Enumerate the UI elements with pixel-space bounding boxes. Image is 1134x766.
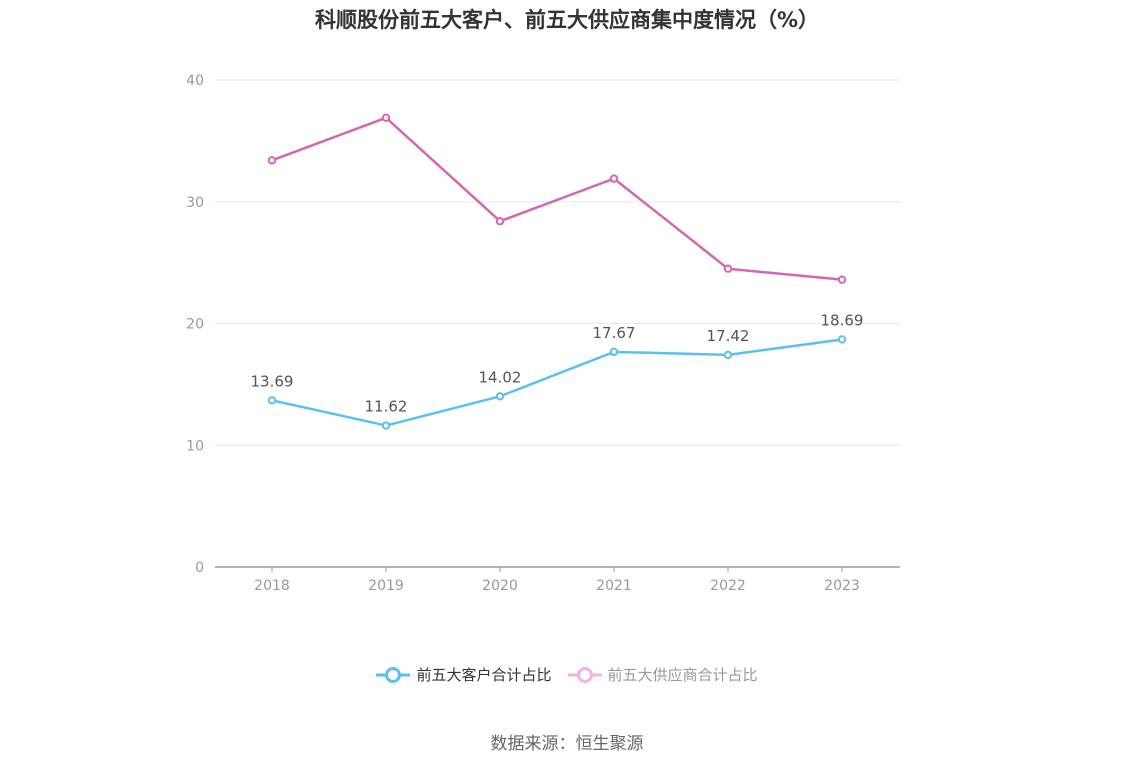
data-point-suppliers — [381, 113, 391, 122]
series-line-customers — [271, 338, 843, 427]
data-point-suppliers — [495, 217, 505, 226]
data-point-suppliers — [609, 174, 619, 183]
data-point-customers — [381, 421, 391, 430]
data-label-customers: 17.42 — [707, 327, 750, 345]
legend-item-suppliers[interactable]: 前五大供应商合计占比 — [567, 664, 758, 685]
data-point-customers — [495, 392, 505, 401]
legend-marker-customers-icon — [376, 666, 411, 683]
x-tick-label: 2019 — [368, 578, 404, 594]
x-tick-label: 2020 — [482, 578, 518, 594]
data-label-customers: 17.67 — [593, 324, 636, 342]
series-lines: 13.69 11.62 14.02 17.67 17.42 18.69 — [251, 113, 864, 430]
data-point-suppliers — [267, 156, 277, 165]
data-source: 数据来源：恒生聚源 — [490, 734, 644, 754]
legend-label-customers: 前五大客户合计占比 — [416, 666, 552, 684]
x-tick-label: 2022 — [710, 578, 746, 594]
chart-title: 科顺股份前五大客户、前五大供应商集中度情况（%） — [314, 8, 820, 32]
data-label-customers: 18.69 — [821, 311, 864, 329]
data-label-customers: 13.69 — [251, 372, 294, 390]
data-point-suppliers — [723, 264, 733, 273]
data-label-customers: 11.62 — [365, 398, 408, 416]
data-label-customers: 14.02 — [479, 368, 522, 386]
data-point-suppliers — [837, 275, 847, 284]
y-tick-label: 40 — [186, 73, 204, 89]
x-tick-label: 2021 — [596, 578, 632, 594]
series-line-suppliers — [271, 116, 843, 281]
data-point-customers — [837, 335, 847, 344]
gridlines — [215, 79, 900, 446]
y-tick-label: 10 — [186, 438, 204, 454]
chart-plot-area: 0 10 20 30 40 2018 2019 2020 2021 2022 2023 13.69… — [186, 73, 900, 594]
legend-marker-suppliers-icon — [567, 666, 602, 683]
y-tick-label: 0 — [195, 560, 204, 576]
legend-item-customers[interactable]: 前五大客户合计占比 — [376, 664, 552, 685]
x-tick-label: 2018 — [254, 578, 290, 594]
x-axis: 2018 2019 2020 2021 2022 2023 — [215, 566, 900, 594]
legend-label-suppliers: 前五大供应商合计占比 — [607, 666, 758, 684]
x-tick-label: 2023 — [824, 578, 860, 594]
legend: 前五大客户合计占比 前五大供应商合计占比 — [0, 664, 1134, 685]
y-tick-label: 30 — [186, 195, 204, 211]
y-axis-ticks: 0 10 20 30 40 — [186, 73, 204, 576]
data-point-customers — [267, 396, 277, 405]
data-point-customers — [723, 350, 733, 360]
data-point-customers — [609, 347, 619, 357]
y-tick-label: 20 — [186, 317, 204, 333]
